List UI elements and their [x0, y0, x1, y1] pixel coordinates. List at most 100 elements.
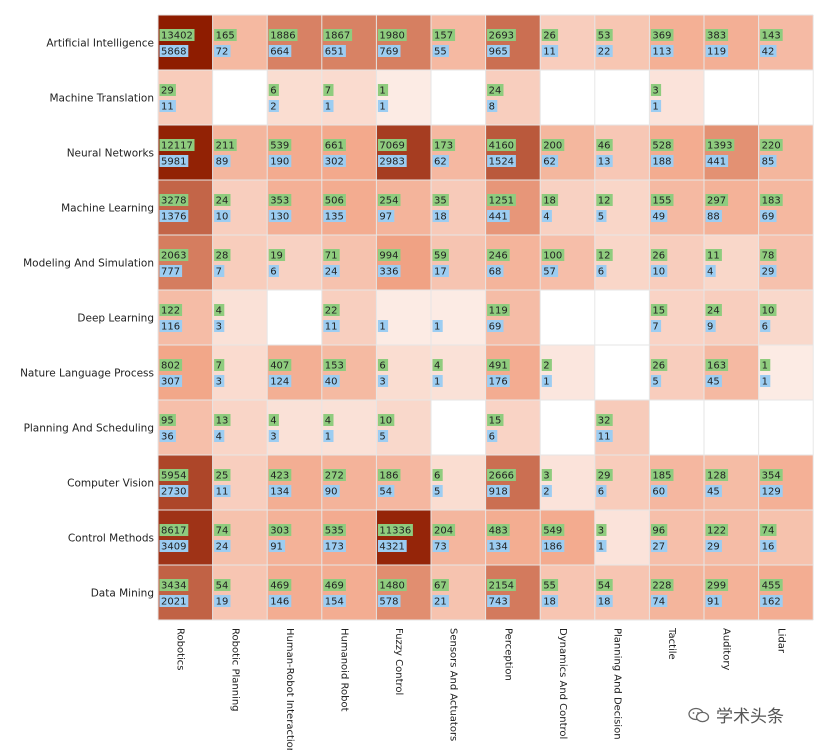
blue-value-label: 1: [325, 102, 331, 113]
blue-value-label: 1: [652, 102, 658, 113]
green-value-label: 18: [543, 196, 556, 207]
heatmap-cell: [485, 510, 541, 565]
blue-value-label: 24: [216, 542, 229, 553]
heatmap-cell: [267, 125, 322, 180]
green-value-box: [377, 469, 401, 481]
heatmap-cell: [594, 290, 650, 345]
blue-value-box: [323, 100, 334, 112]
heatmap-cell: [649, 345, 704, 400]
row-label: Planning And Scheduling: [24, 423, 154, 435]
blue-value-box: [596, 45, 613, 57]
heatmap-cell: [485, 400, 541, 455]
heatmap-cell: [758, 565, 814, 620]
green-value-label: 96: [652, 526, 665, 537]
blue-value-box: [705, 210, 722, 222]
heatmap-cell: [158, 70, 213, 125]
blue-value-box: [214, 320, 225, 332]
row-label: Machine Translation: [49, 93, 154, 105]
heatmap-cell: [540, 345, 595, 400]
blue-value-box: [159, 540, 189, 552]
green-value-box: [377, 249, 401, 261]
blue-value-box: [323, 155, 346, 167]
blue-value-box: [214, 45, 231, 57]
heatmap-cell: [540, 290, 595, 345]
blue-value-label: 49: [652, 212, 665, 223]
green-value-label: 119: [489, 306, 508, 317]
green-value-box: [323, 579, 346, 591]
blue-value-label: 90: [325, 487, 338, 498]
row-label: Deep Learning: [77, 313, 154, 325]
green-value-box: [268, 359, 292, 371]
heatmap-cell: [321, 455, 377, 510]
green-value-box: [323, 139, 346, 151]
blue-value-label: 2730: [161, 487, 186, 498]
green-value-label: 3: [598, 526, 604, 537]
green-value-label: 200: [543, 141, 562, 152]
heatmap-cell: [431, 15, 486, 70]
heatmap-cell: [704, 400, 759, 455]
blue-value-label: 113: [652, 47, 671, 58]
blue-value-label: 13: [598, 157, 611, 168]
blue-value-label: 85: [762, 157, 775, 168]
green-value-label: 6: [434, 471, 440, 482]
heatmap-cell: [158, 180, 213, 235]
blue-value-label: 1: [379, 102, 385, 113]
blue-value-label: 8: [489, 102, 495, 113]
row-label: Nature Language Process: [20, 368, 154, 380]
blue-value-box: [760, 45, 777, 57]
blue-value-box: [323, 595, 346, 607]
green-value-box: [432, 194, 449, 206]
blue-value-box: [487, 595, 510, 607]
heatmap-cell: [594, 70, 650, 125]
heatmap-cell: [431, 235, 486, 290]
green-value-label: 24: [489, 86, 502, 97]
green-value-box: [159, 414, 176, 426]
green-value-box: [705, 359, 729, 371]
green-value-label: 802: [161, 361, 180, 372]
blue-value-label: 19: [216, 597, 229, 608]
green-value-label: 535: [325, 526, 344, 537]
green-value-label: 74: [216, 526, 229, 537]
green-value-box: [760, 469, 783, 481]
blue-value-box: [214, 375, 225, 387]
green-value-label: 74: [762, 526, 775, 537]
heatmap-cell: [540, 70, 595, 125]
blue-value-box: [214, 430, 225, 442]
blue-value-box: [323, 375, 340, 387]
heatmap-cell: [212, 180, 268, 235]
blue-value-box: [323, 265, 340, 277]
green-value-label: 661: [325, 141, 344, 152]
green-value-box: [705, 249, 722, 261]
green-value-label: 15: [652, 306, 665, 317]
heatmap-cell: [321, 400, 377, 455]
blue-value-box: [705, 485, 722, 497]
green-value-label: 183: [762, 196, 781, 207]
green-value-box: [541, 29, 559, 41]
heatmap-cell: [158, 290, 213, 345]
blue-value-box: [268, 45, 292, 57]
blue-value-box: [268, 375, 292, 387]
heatmap-cell: [540, 400, 595, 455]
blue-value-label: 29: [707, 542, 720, 553]
grid-lines: [157, 14, 814, 621]
green-value-box: [596, 579, 613, 591]
column-label: Perception: [502, 628, 513, 681]
blue-value-box: [596, 155, 613, 167]
green-value-label: 369: [652, 31, 671, 42]
green-value-box: [541, 524, 565, 536]
blue-value-box: [705, 155, 729, 167]
blue-value-box: [323, 45, 346, 57]
green-value-box: [268, 194, 292, 206]
column-label: Dynamics And Control: [557, 628, 568, 739]
green-value-label: 528: [652, 141, 671, 152]
heatmap-cell: [649, 400, 704, 455]
green-value-label: 26: [652, 251, 665, 262]
blue-value-label: 5868: [161, 47, 186, 58]
green-value-box: [650, 249, 668, 261]
heatmap-cell: [704, 70, 759, 125]
green-value-label: 128: [707, 471, 726, 482]
blue-value-label: 91: [270, 542, 283, 553]
row-label: Artificial Intelligence: [46, 38, 154, 50]
green-value-box: [377, 139, 407, 151]
